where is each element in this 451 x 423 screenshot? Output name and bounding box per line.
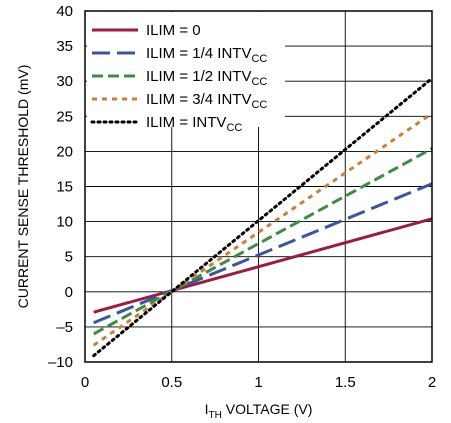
series-line-1 [93,217,433,314]
legend-label: ILIM = 1/2 INTVCC [146,68,267,88]
legend-label: ILIM = 1/4 INTVCC [146,45,267,65]
x-tick-labels: 0 0.5 1 1.5 2 [81,374,436,391]
x-axis-label-rest: VOLTAGE (V) [222,401,313,417]
legend-label-sub: CC [251,53,267,65]
y-tick-label: 20 [56,143,73,160]
series-line-2 [93,182,433,325]
y-tick-label: 15 [56,179,73,196]
x-axis-label-sub: TH [209,410,222,421]
legend-label-sub: CC [251,99,267,111]
series-line-4 [92,112,433,347]
legend-label: ILIM = 0 [146,22,201,39]
legend-label-main: ILIM = 3/4 INTV [146,91,251,108]
y-tick-label: 5 [65,249,73,266]
y-tick-label: 10 [56,214,73,231]
legend-label: ILIM = INTVCC [146,114,242,134]
x-axis-label: ITH VOLTAGE (V) [205,401,313,421]
legend-label-main: ILIM = 0 [146,22,201,39]
plot-frame [84,10,433,363]
series-line-3 [92,147,433,336]
y-tick-label: 30 [56,73,73,90]
legend-label-main: ILIM = 1/2 INTV [146,68,251,85]
x-tick-label: 0.5 [161,374,182,391]
legend-label-main: ILIM = 1/4 INTV [146,45,251,62]
series-lines [92,76,434,358]
legend-label-sub: CC [226,122,242,134]
x-axis-label-main: I [205,401,209,417]
legend-label-sub: CC [251,76,267,88]
y-tick-label: –5 [56,319,73,336]
series-line-5 [92,76,434,358]
y-tick-label: 25 [56,108,73,125]
legend-label-main: ILIM = INTV [146,114,226,131]
legend-label: ILIM = 3/4 INTVCC [146,91,267,111]
x-tick-label: 1 [254,374,262,391]
x-tick-label: 1.5 [335,374,356,391]
y-tick-label: 0 [65,284,73,301]
y-axis-label: CURRENT SENSE THRESHOLD (mV) [15,65,31,309]
y-tick-label: –10 [48,354,73,371]
y-tick-label: 40 [56,3,73,20]
x-tick-label: 2 [428,374,436,391]
x-tick-label: 0 [81,374,89,391]
y-tick-label: 35 [56,38,73,55]
y-tick-labels: –10 –5 0 5 10 15 20 25 30 35 40 [48,3,73,371]
